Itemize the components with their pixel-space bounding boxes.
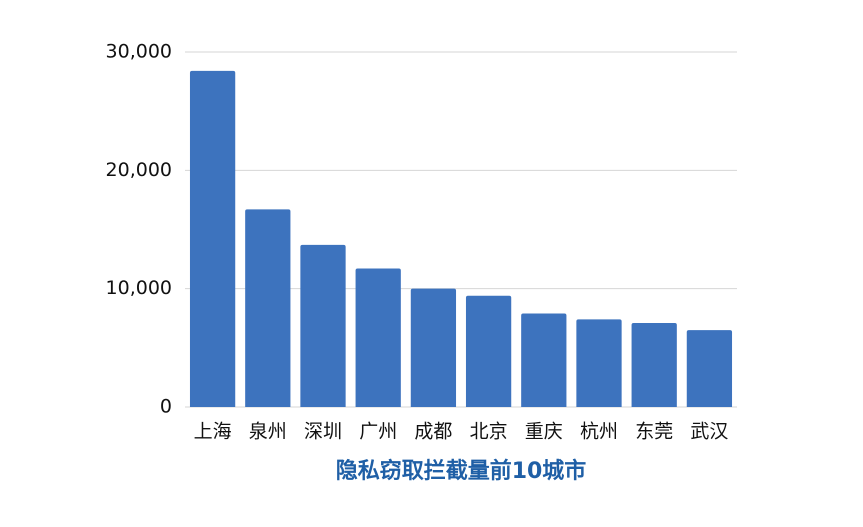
bar (576, 319, 622, 407)
bar (521, 313, 567, 407)
x-tick-label: 泉州 (249, 421, 287, 443)
x-tick-label: 深圳 (304, 421, 342, 443)
x-tick-label: 广州 (359, 421, 397, 443)
bar (465, 295, 512, 407)
y-tick-label: 0 (160, 396, 172, 418)
bar (189, 70, 236, 407)
x-tick-label: 武汉 (690, 421, 728, 443)
x-tick-label: 成都 (414, 421, 452, 443)
x-tick-label: 北京 (470, 421, 508, 443)
x-tick-label: 重庆 (525, 421, 563, 443)
bar (355, 268, 401, 407)
y-tick-label: 10,000 (106, 277, 172, 299)
y-tick-label: 30,000 (106, 41, 172, 63)
bar (631, 322, 677, 407)
bar (245, 209, 291, 407)
chart-title: 隐私窃取拦截量前10城市 (336, 458, 587, 484)
bar (686, 330, 733, 407)
y-tick-label: 20,000 (106, 159, 172, 181)
x-tick-label: 上海 (194, 421, 232, 443)
x-tick-label: 杭州 (580, 421, 618, 443)
x-tick-label: 东莞 (635, 421, 673, 443)
bar (300, 244, 346, 407)
bar (410, 288, 457, 407)
